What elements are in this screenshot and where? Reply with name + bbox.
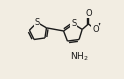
Text: O: O <box>92 25 99 34</box>
Text: S: S <box>71 20 76 28</box>
Text: O: O <box>85 9 92 18</box>
Text: S: S <box>35 18 40 27</box>
Text: NH$_2$: NH$_2$ <box>70 50 88 63</box>
